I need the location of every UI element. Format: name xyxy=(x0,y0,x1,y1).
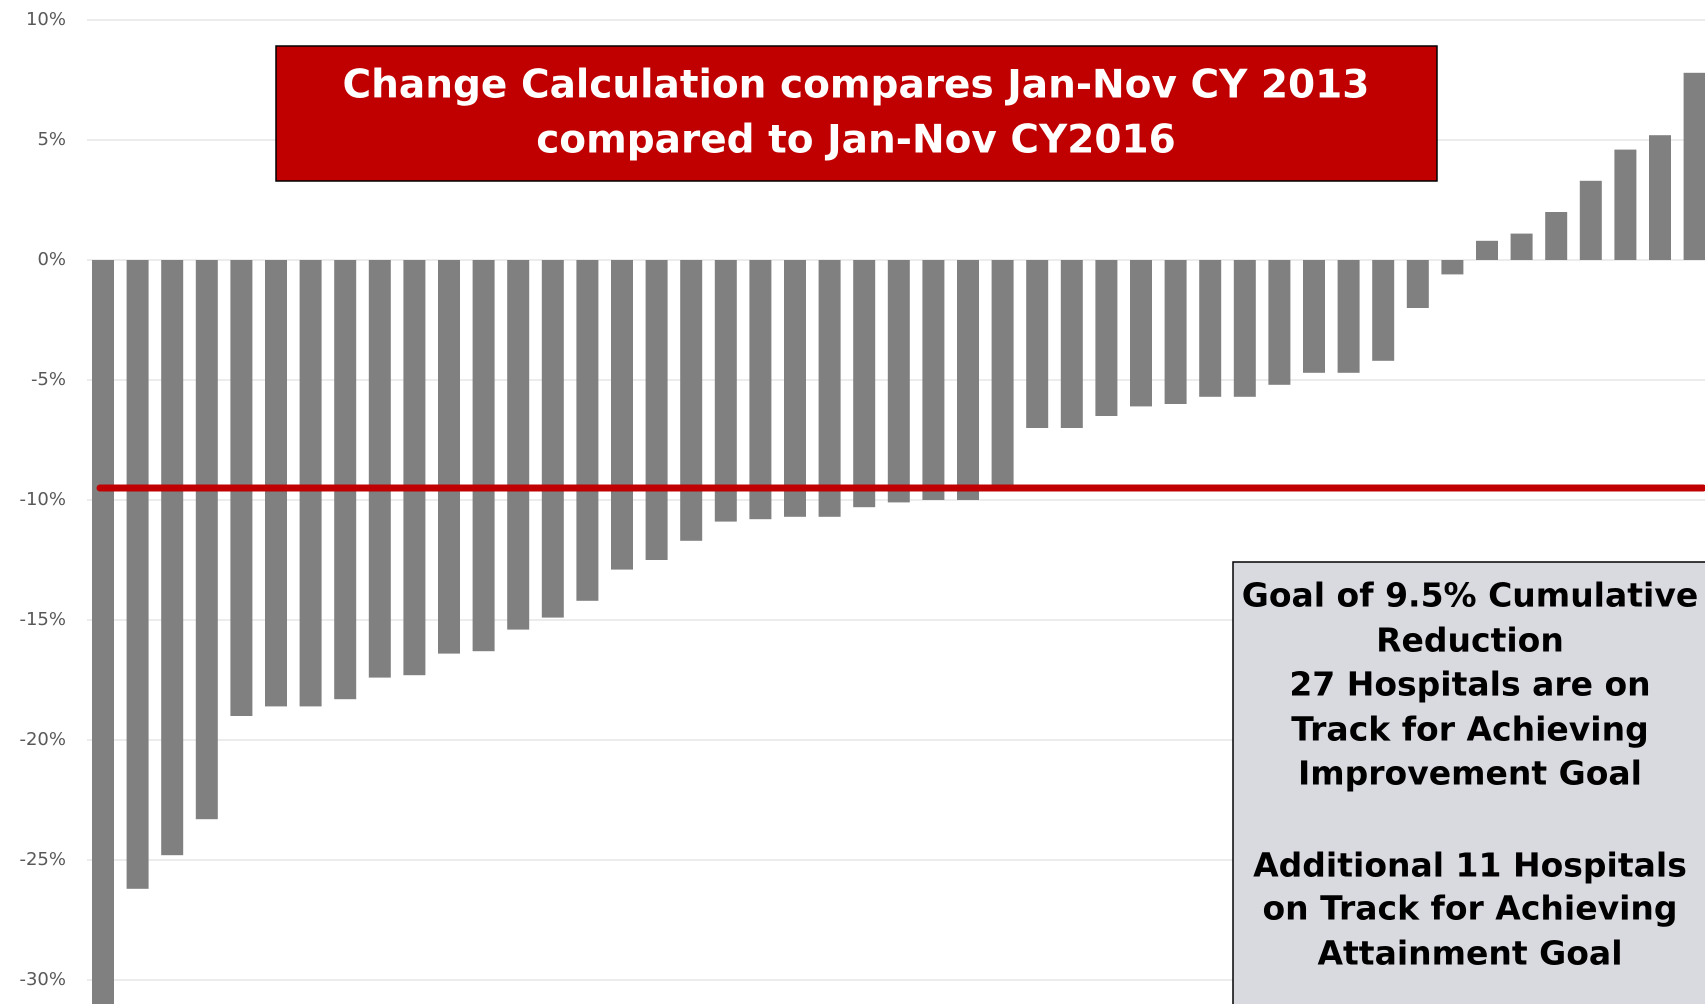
bar xyxy=(92,260,114,1004)
bar xyxy=(1441,260,1464,275)
goal-box xyxy=(1232,561,1705,1004)
bar xyxy=(1199,260,1222,397)
bar xyxy=(611,260,633,570)
bar xyxy=(1406,260,1429,308)
goal-text-line: Reduction xyxy=(1376,621,1564,660)
bar xyxy=(1303,260,1325,373)
bar xyxy=(403,260,426,676)
bar xyxy=(1372,260,1395,361)
bar xyxy=(1683,72,1705,260)
goal-text-line: on Track for Achieving xyxy=(1262,889,1677,928)
goal-text-line: Attainment Goal xyxy=(1317,934,1622,973)
bar xyxy=(507,260,530,630)
goal-text-line: Track for Achieving xyxy=(1291,710,1648,749)
bar xyxy=(1130,260,1152,407)
bar xyxy=(1614,149,1637,260)
bar xyxy=(1095,260,1118,416)
bar xyxy=(1164,260,1187,404)
bar xyxy=(126,260,149,889)
bar xyxy=(438,260,460,654)
bar xyxy=(1268,260,1291,385)
bar xyxy=(749,260,772,520)
bar xyxy=(922,260,945,500)
bar xyxy=(1545,212,1568,260)
bar xyxy=(853,260,876,508)
bar xyxy=(714,260,737,522)
bar xyxy=(1060,260,1083,428)
chart-title: Change Calculation compares Jan-Nov CY 2… xyxy=(343,63,1370,108)
title-box xyxy=(275,45,1438,182)
bar xyxy=(161,260,184,856)
bar xyxy=(784,260,806,517)
y-tick-label: -25% xyxy=(19,849,66,870)
goal-text-line: Additional 11 Hospitals xyxy=(1253,846,1687,885)
y-tick-label: -15% xyxy=(19,609,66,630)
bar xyxy=(1579,180,1602,260)
bar xyxy=(195,260,218,820)
y-tick-label: 5% xyxy=(37,129,66,150)
bar xyxy=(541,260,564,618)
y-tick-label: -5% xyxy=(31,369,66,390)
y-tick-label: -20% xyxy=(19,729,66,750)
y-tick-label: -30% xyxy=(19,969,66,990)
bar xyxy=(818,260,841,517)
bar xyxy=(472,260,495,652)
bar xyxy=(368,260,391,678)
bar xyxy=(1026,260,1049,428)
bar xyxy=(334,260,357,700)
chart-title: compared to Jan-Nov CY2016 xyxy=(536,118,1176,163)
bar xyxy=(299,260,322,707)
bar xyxy=(576,260,599,601)
goal-text-line: Improvement Goal xyxy=(1298,754,1642,793)
y-tick-label: -10% xyxy=(19,489,66,510)
y-tick-label: 0% xyxy=(37,249,66,270)
bar xyxy=(1649,135,1671,260)
bar xyxy=(1337,260,1360,373)
bar xyxy=(1476,240,1498,260)
bar xyxy=(645,260,668,560)
bar xyxy=(265,260,287,707)
bar xyxy=(957,260,979,500)
bar xyxy=(680,260,703,541)
bar xyxy=(887,260,910,503)
goal-text: Goal of 9.5% Cumulative Reduction 27 Hospi… xyxy=(1242,576,1699,973)
bars xyxy=(92,72,1705,1004)
goal-text-line: 27 Hospitals are on xyxy=(1289,665,1650,704)
y-tick-label: 10% xyxy=(26,9,66,30)
bar xyxy=(1233,260,1256,397)
bar xyxy=(991,260,1014,491)
bar xyxy=(1510,233,1533,260)
goal-text-line: Goal of 9.5% Cumulative xyxy=(1242,576,1699,615)
